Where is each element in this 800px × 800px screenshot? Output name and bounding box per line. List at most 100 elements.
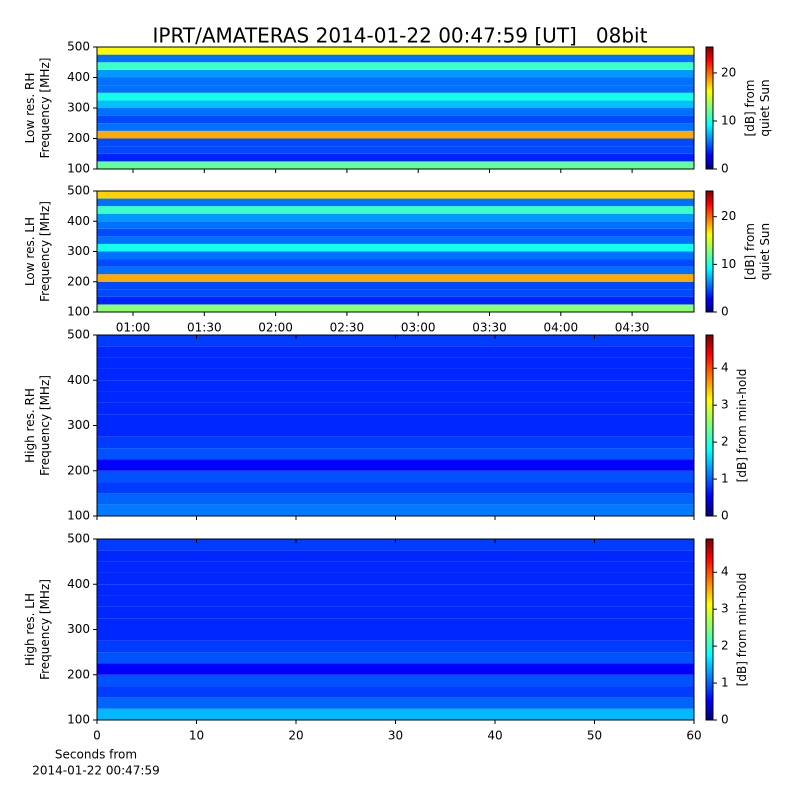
heatmap-cell: [97, 153, 694, 162]
y-tick-label: 400: [67, 214, 90, 228]
heatmap-cell: [97, 304, 694, 312]
x-tick-label: 30: [388, 729, 403, 743]
colorbar-tick-label: 2: [721, 435, 729, 449]
y-tick-label: 200: [67, 274, 90, 288]
heatmap-cell: [97, 708, 694, 720]
y-tick-label: 200: [67, 131, 90, 145]
heatmap-cell: [97, 289, 694, 297]
heatmap-cell: [97, 368, 694, 381]
heatmap-cell: [97, 259, 694, 267]
heatmap-cell: [97, 686, 694, 698]
x-tick-label: 40: [487, 729, 502, 743]
colorbar-tick-label: 0: [721, 509, 729, 523]
colorbar-label-line: [dB] from: [743, 223, 757, 280]
colorbar-label: [dB] fromquiet Sun: [743, 79, 772, 136]
y-tick-label: 300: [67, 418, 90, 432]
y-tick-label: 100: [67, 713, 90, 727]
y-axis-label-line: Low res. RH: [23, 73, 37, 144]
y-tick-label: 200: [67, 667, 90, 681]
heatmap-cell: [97, 402, 694, 415]
colorbar-tick-label: 1: [721, 676, 729, 690]
heatmap-cell: [97, 493, 694, 505]
heatmap-cell: [97, 130, 694, 139]
heatmap-cell: [97, 470, 694, 483]
heatmap-cell: [97, 335, 694, 347]
x-axis-label: Seconds from: [55, 748, 137, 762]
heatmap-cell: [97, 618, 694, 630]
y-axis-label: Low res. RHFrequency [MHz]: [23, 58, 52, 159]
y-axis-label-line: Frequency [MHz]: [38, 201, 52, 302]
heatmap-cell: [97, 448, 694, 460]
time-tick-label: 03:00: [401, 321, 436, 335]
colorbar-label-line: quiet Sun: [758, 79, 772, 136]
heatmap-cell: [97, 198, 694, 207]
colorbar-label: [dB] fromquiet Sun: [743, 223, 772, 280]
y-tick-label: 100: [67, 162, 90, 176]
y-tick-label: 100: [67, 305, 90, 319]
chart-title: IPRT/AMATERAS 2014-01-22 00:47:59 [UT] 0…: [153, 24, 648, 48]
heatmap-cell: [97, 380, 694, 392]
heatmap-cell: [97, 346, 694, 358]
heatmap-cell: [97, 115, 694, 124]
heatmap-cell: [97, 572, 694, 585]
heatmap-cell: [97, 47, 694, 55]
heatmap-cell: [97, 425, 694, 437]
colorbar-tick-label: 2: [721, 639, 729, 653]
colorbar-tick-label: 4: [721, 565, 729, 579]
y-tick-label: 400: [67, 577, 90, 591]
time-tick-label: 03:30: [472, 321, 507, 335]
heatmap-cell: [97, 414, 694, 426]
heatmap-cell: [97, 243, 694, 252]
heatmap-cell: [97, 123, 694, 131]
heatmap-cell: [97, 482, 694, 494]
y-tick-label: 300: [67, 244, 90, 258]
heatmap-cell: [97, 584, 694, 596]
heatmap-cell: [97, 436, 694, 449]
colorbar-tick-label: 3: [721, 398, 729, 412]
heatmap-cell: [97, 228, 694, 237]
heatmap-cell: [97, 69, 694, 78]
x-tick-label: 60: [686, 729, 701, 743]
colorbar-label-line: [dB] from: [743, 80, 757, 137]
heatmap-cell: [97, 108, 694, 116]
colorbar-tick-label: 0: [721, 713, 729, 727]
heatmap-cell: [97, 391, 694, 403]
heatmap-cell: [97, 697, 694, 709]
heatmap-cell: [97, 357, 694, 369]
x-axis-label: 2014-01-22 00:47:59: [32, 764, 159, 778]
colorbar-tick-label: 20: [721, 65, 736, 79]
y-tick-label: 500: [67, 40, 90, 54]
x-tick-label: 50: [587, 729, 602, 743]
y-axis-label-line: High res. RH: [23, 388, 37, 463]
colorbar-label: [dB] from min-hold: [735, 573, 749, 687]
y-axis-label-line: High res. LH: [23, 593, 37, 666]
heatmap-cell: [97, 191, 694, 199]
colorbar-tick-label: 3: [721, 602, 729, 616]
heatmap-cell: [97, 221, 694, 229]
colorbar: [705, 46, 714, 170]
time-tick-label: 01:30: [187, 321, 222, 335]
colorbar: [705, 334, 714, 517]
x-tick-label: 20: [288, 729, 303, 743]
colorbar-label-line: quiet Sun: [758, 223, 772, 280]
colorbar-label: [dB] from min-hold: [735, 369, 749, 483]
y-axis-label: High res. LHFrequency [MHz]: [23, 579, 52, 680]
heatmap-cell: [97, 213, 694, 222]
colorbar-tick-label: 0: [721, 305, 729, 319]
x-tick-label: 10: [189, 729, 204, 743]
heatmap-cell: [97, 629, 694, 641]
colorbar-tick-label: 10: [721, 257, 736, 271]
heatmap-cell: [97, 100, 694, 108]
y-tick-label: 500: [67, 184, 90, 198]
heatmap-cell: [97, 663, 694, 675]
heatmap-cell: [97, 274, 694, 282]
colorbar-tick-label: 10: [721, 113, 736, 127]
colorbar-label-line: [dB] from min-hold: [735, 573, 749, 687]
colorbar-tick-label: 1: [721, 472, 729, 486]
heatmap-cell: [97, 54, 694, 63]
heatmap-cell: [97, 138, 694, 147]
heatmap-cell: [97, 504, 694, 516]
y-tick-label: 300: [67, 101, 90, 115]
heatmap-cell: [97, 77, 694, 86]
